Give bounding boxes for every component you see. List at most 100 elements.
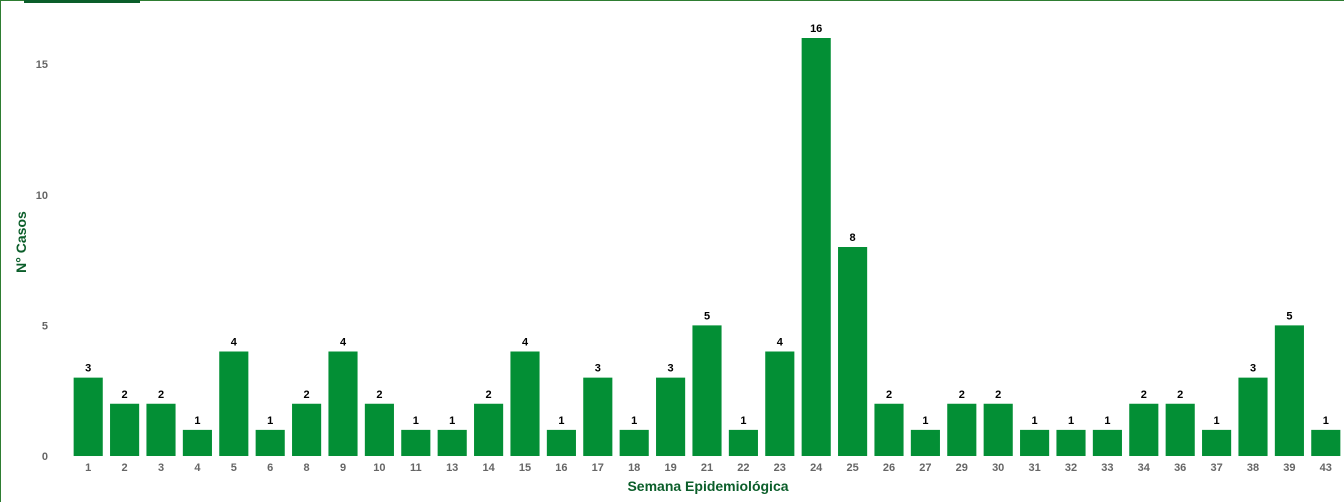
y-tick-label-0: 0 <box>42 451 48 463</box>
data-label-week-16: 1 <box>558 415 564 427</box>
data-label-week-29: 2 <box>959 389 965 401</box>
bar-week-11[interactable] <box>401 429 431 457</box>
bar-week-43[interactable] <box>1311 429 1341 457</box>
data-label-week-5: 4 <box>231 337 238 349</box>
x-tick-label-39: 39 <box>1283 462 1295 474</box>
data-label-week-19: 3 <box>668 363 674 375</box>
bar-week-6[interactable] <box>255 429 285 457</box>
data-label-week-6: 1 <box>267 415 273 427</box>
bar-week-37[interactable] <box>1202 429 1232 457</box>
x-tick-label-17: 17 <box>592 462 604 474</box>
x-tick-label-6: 6 <box>267 462 273 474</box>
bar-week-18[interactable] <box>619 429 649 457</box>
data-label-week-14: 2 <box>486 389 492 401</box>
x-tick-label-10: 10 <box>373 462 385 474</box>
y-tick-label-10: 10 <box>36 190 48 202</box>
bar-week-3[interactable] <box>146 403 176 456</box>
bar-week-4[interactable] <box>182 429 212 457</box>
data-label-week-38: 3 <box>1250 363 1256 375</box>
x-tick-label-36: 36 <box>1174 462 1186 474</box>
bar-week-30[interactable] <box>983 403 1013 456</box>
bar-week-9[interactable] <box>328 351 358 457</box>
bar-week-23[interactable] <box>765 351 795 457</box>
x-tick-label-3: 3 <box>158 462 164 474</box>
x-tick-label-18: 18 <box>628 462 640 474</box>
x-tick-label-21: 21 <box>701 462 713 474</box>
data-label-week-17: 3 <box>595 363 601 375</box>
data-label-week-4: 1 <box>194 415 200 427</box>
x-tick-label-43: 43 <box>1320 462 1332 474</box>
bar-week-24[interactable] <box>801 38 831 456</box>
x-tick-label-33: 33 <box>1101 462 1113 474</box>
x-tick-label-27: 27 <box>919 462 931 474</box>
data-label-week-9: 4 <box>340 337 347 349</box>
data-label-week-34: 2 <box>1141 389 1147 401</box>
y-tick-label-5: 5 <box>42 320 48 332</box>
bar-week-25[interactable] <box>838 247 868 456</box>
x-tick-label-11: 11 <box>410 462 422 474</box>
data-label-week-26: 2 <box>886 389 892 401</box>
bar-week-16[interactable] <box>546 429 576 457</box>
bar-week-17[interactable] <box>583 377 613 457</box>
bar-week-31[interactable] <box>1020 429 1050 457</box>
y-axis-ticks: 0 5 10 15 <box>36 59 48 463</box>
bars-group <box>73 38 1341 457</box>
bar-week-21[interactable] <box>692 325 722 457</box>
x-tick-label-30: 30 <box>992 462 1004 474</box>
bar-week-1[interactable] <box>73 377 103 457</box>
bar-week-15[interactable] <box>510 351 540 457</box>
bar-week-2[interactable] <box>110 403 140 456</box>
data-label-week-21: 5 <box>704 310 710 322</box>
x-tick-label-14: 14 <box>482 462 495 474</box>
bar-week-8[interactable] <box>292 403 322 456</box>
bar-week-39[interactable] <box>1274 325 1304 457</box>
bar-week-36[interactable] <box>1165 403 1195 456</box>
data-label-week-37: 1 <box>1214 415 1220 427</box>
x-tick-label-31: 31 <box>1028 462 1040 474</box>
x-tick-label-8: 8 <box>304 462 310 474</box>
data-label-week-13: 1 <box>449 415 455 427</box>
bar-week-22[interactable] <box>728 429 758 457</box>
x-axis-title: Semana Epidemiológica <box>627 478 788 494</box>
data-label-week-11: 1 <box>413 415 419 427</box>
x-tick-label-16: 16 <box>555 462 567 474</box>
x-tick-label-4: 4 <box>194 462 201 474</box>
bar-week-10[interactable] <box>364 403 394 456</box>
bar-week-26[interactable] <box>874 403 904 456</box>
data-label-week-23: 4 <box>777 337 784 349</box>
data-label-week-32: 1 <box>1068 415 1074 427</box>
bar-week-5[interactable] <box>219 351 249 457</box>
bar-week-38[interactable] <box>1238 377 1268 457</box>
data-label-week-30: 2 <box>995 389 1001 401</box>
data-label-week-8: 2 <box>304 389 310 401</box>
x-tick-label-15: 15 <box>519 462 531 474</box>
x-tick-label-24: 24 <box>810 462 823 474</box>
bar-week-34[interactable] <box>1129 403 1159 456</box>
x-tick-label-19: 19 <box>664 462 676 474</box>
x-tick-label-9: 9 <box>340 462 346 474</box>
bar-week-33[interactable] <box>1092 429 1122 457</box>
bar-week-13[interactable] <box>437 429 467 457</box>
bar-week-19[interactable] <box>656 377 686 457</box>
data-label-week-36: 2 <box>1177 389 1183 401</box>
x-tick-label-1: 1 <box>85 462 91 474</box>
bar-week-32[interactable] <box>1056 429 1086 457</box>
x-tick-label-32: 32 <box>1065 462 1077 474</box>
x-tick-label-25: 25 <box>846 462 858 474</box>
x-tick-label-37: 37 <box>1210 462 1222 474</box>
data-label-week-22: 1 <box>740 415 746 427</box>
data-label-week-27: 1 <box>922 415 928 427</box>
x-tick-label-22: 22 <box>737 462 749 474</box>
bar-week-14[interactable] <box>474 403 504 456</box>
x-tick-label-29: 29 <box>956 462 968 474</box>
bar-week-27[interactable] <box>910 429 940 457</box>
data-label-week-2: 2 <box>122 389 128 401</box>
bar-week-29[interactable] <box>947 403 977 456</box>
x-tick-label-13: 13 <box>446 462 458 474</box>
x-tick-label-23: 23 <box>774 462 786 474</box>
x-axis-ticks: 1 2 3 4 5 6 8 9 10 11 13 14 15 16 17 18 19 21 22 23 24 25 26 27… <box>85 462 1332 474</box>
data-label-week-39: 5 <box>1286 310 1292 322</box>
data-label-week-18: 1 <box>631 415 637 427</box>
data-label-week-10: 2 <box>376 389 382 401</box>
